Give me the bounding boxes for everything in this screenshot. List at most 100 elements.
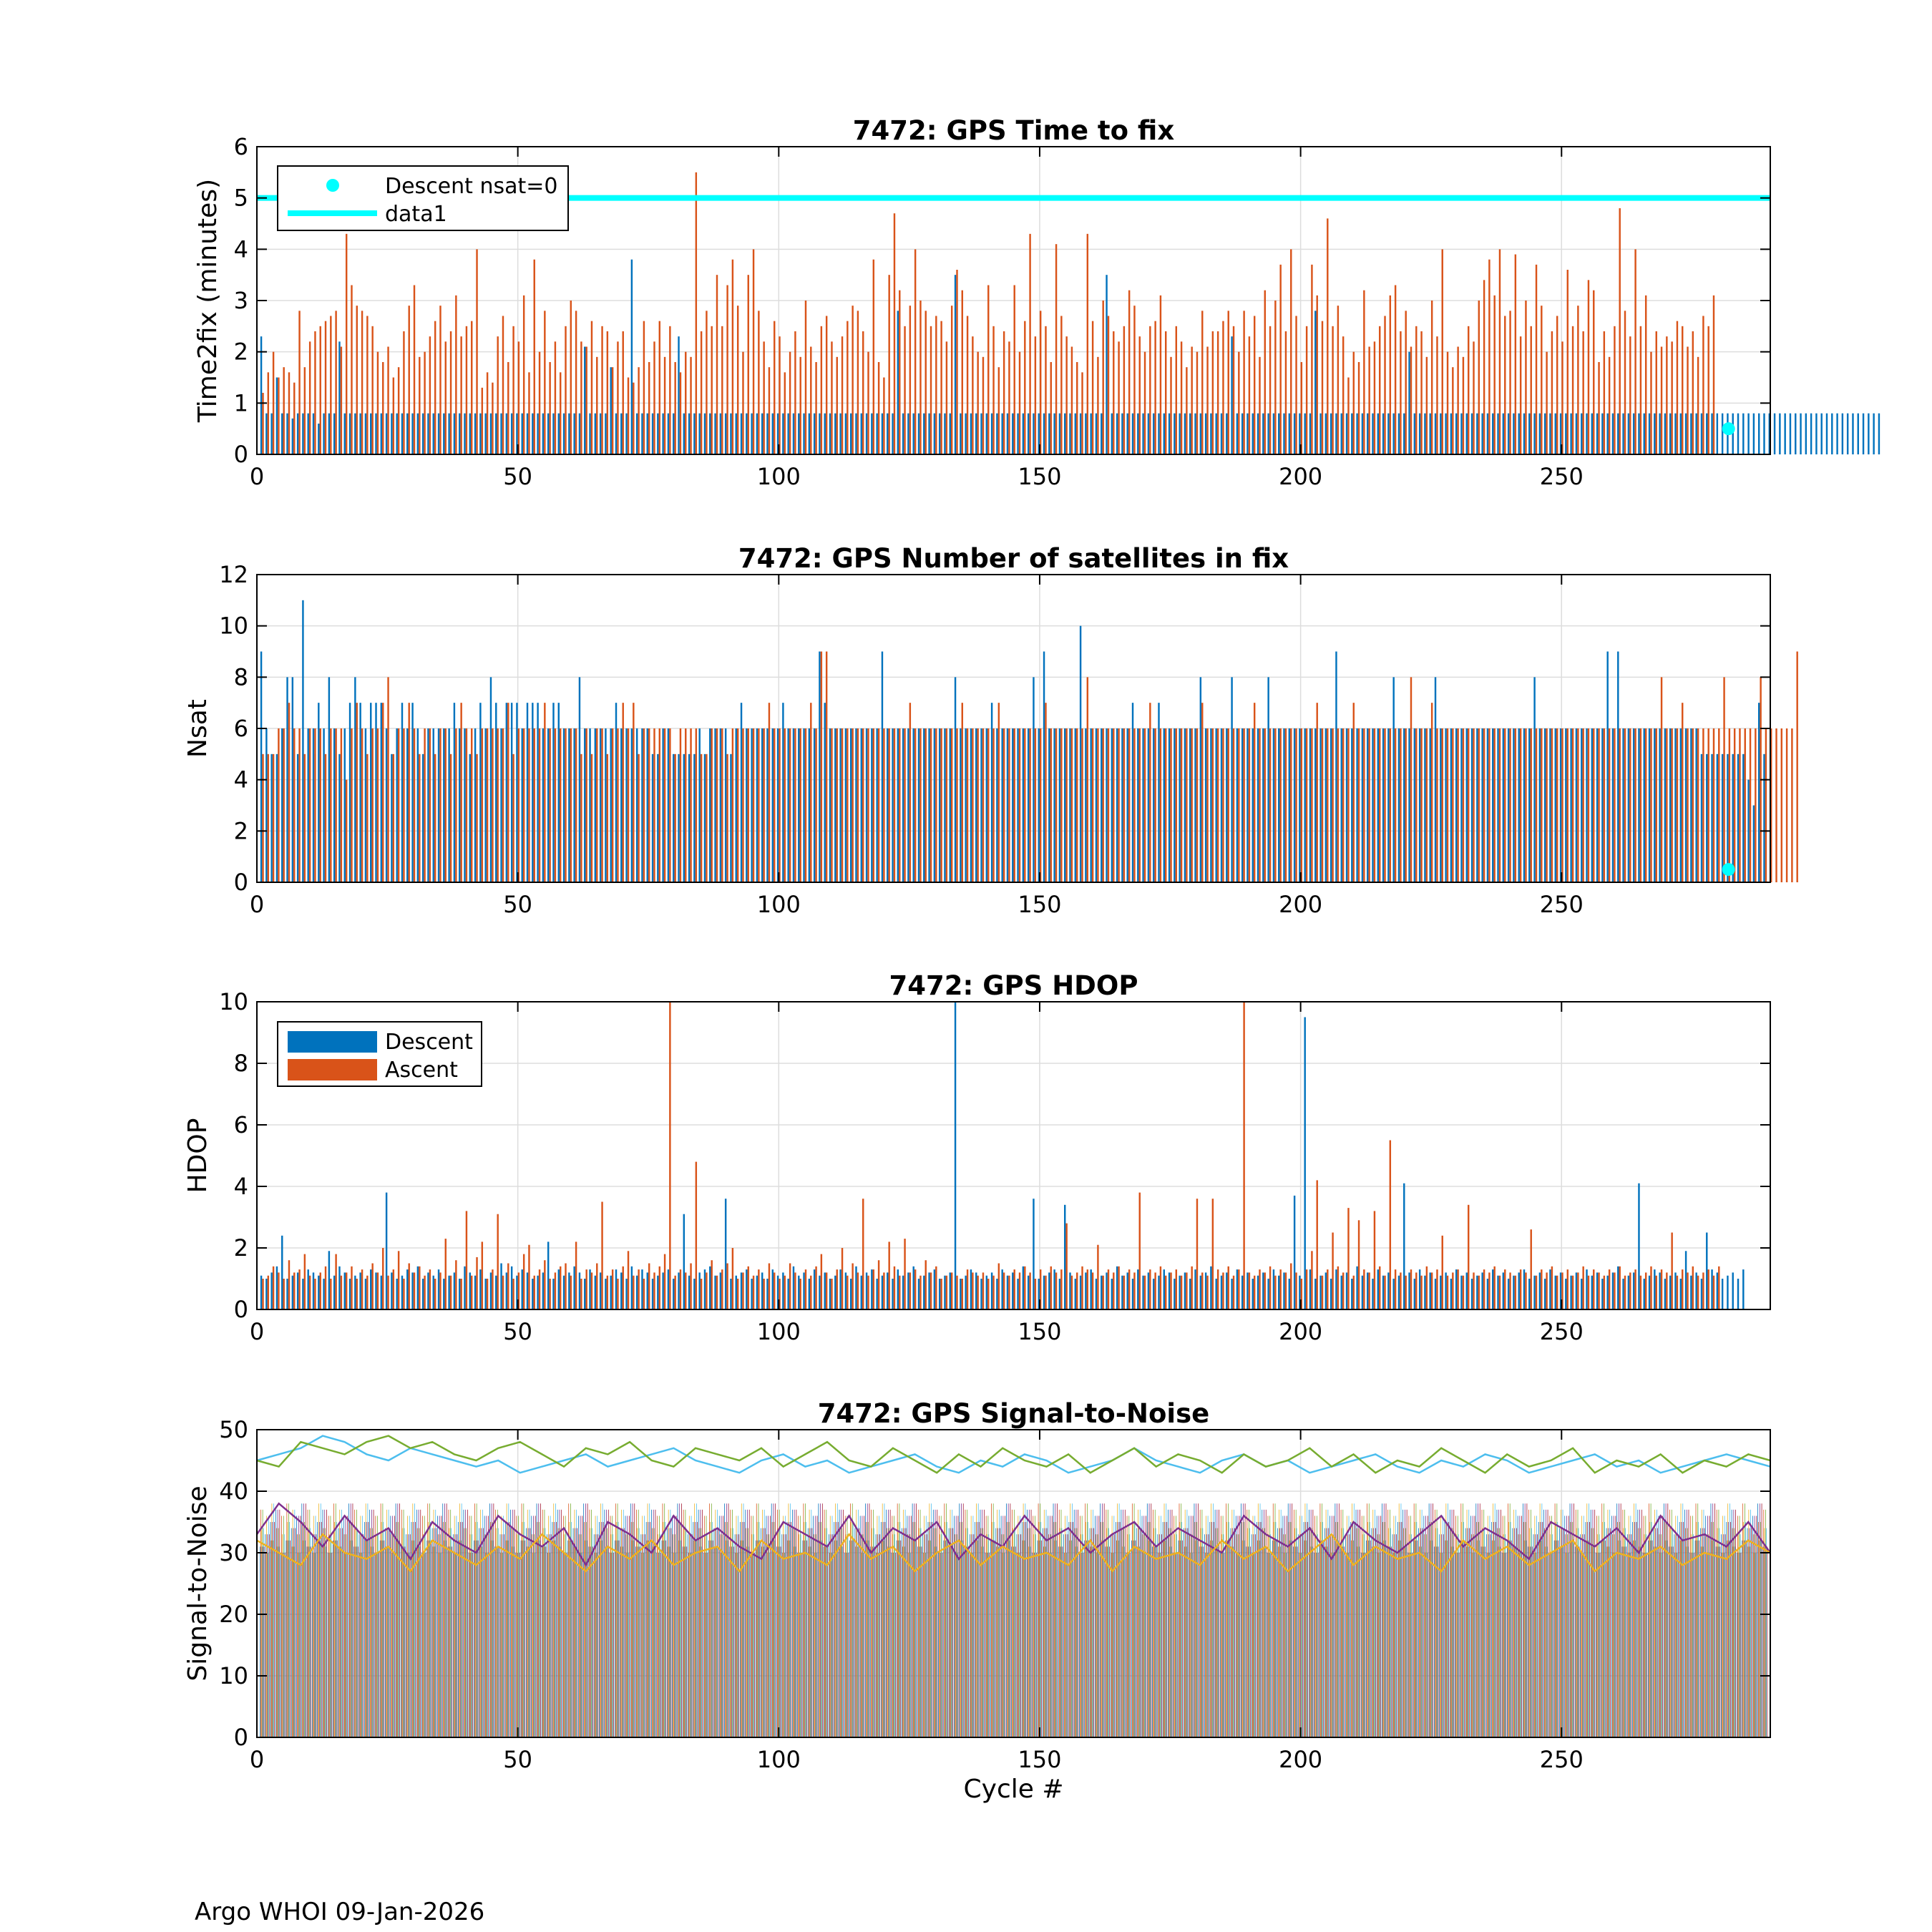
bar [1109,1546,1110,1737]
bar [1248,1546,1249,1737]
bar [1711,1269,1713,1309]
bar [1511,1540,1512,1737]
bar [1514,1528,1515,1737]
bar [560,1266,562,1309]
bar [1238,351,1240,454]
bar [1270,1534,1272,1737]
bar [980,1509,981,1737]
bar [643,321,645,454]
bar [735,413,737,454]
bar [1244,1503,1246,1737]
bar [1508,1540,1510,1737]
bar [849,413,852,454]
bar [1577,728,1579,882]
bar [554,728,557,882]
bar [1319,1540,1320,1737]
bar [935,1528,937,1737]
bar [731,259,734,454]
bar [340,1528,341,1737]
bar [550,1516,551,1737]
bar [444,1239,447,1309]
bar [500,728,502,882]
bar [366,1522,367,1737]
bar [950,728,953,882]
bar [1716,753,1719,882]
bar [919,1275,922,1309]
bar [794,1272,796,1309]
bar [1222,1272,1224,1309]
bar [821,1503,823,1737]
bar [1591,1275,1594,1309]
bar [1297,1546,1298,1737]
bar [497,336,499,454]
bar [484,728,487,882]
bar [396,1522,397,1737]
y-axis-label: HDOP [183,1118,213,1194]
bar [784,728,786,882]
bar [1530,728,1532,882]
bar [421,413,424,454]
bar [1695,413,1697,454]
bar [711,1522,713,1737]
bar [1102,1275,1104,1309]
bar [361,311,364,454]
bar [1065,728,1068,882]
bar [1392,1534,1393,1737]
bar [733,1546,734,1737]
bar [1191,728,1193,882]
bar [560,1546,562,1737]
bar [870,1546,872,1737]
bar [1076,362,1078,454]
bar [267,1275,270,1309]
bar [514,1509,515,1737]
bar [1462,356,1465,454]
bar [1069,413,1071,454]
bar [670,1509,671,1737]
bar [919,728,922,882]
bar [1508,1522,1509,1737]
bar [774,321,776,454]
legend-label: data1 [385,202,447,227]
bar [392,1269,395,1309]
bar [1586,728,1588,882]
bar [1413,1503,1415,1737]
bar [1238,728,1240,882]
bar [471,728,473,882]
bar [1713,1522,1714,1737]
bar [1726,1522,1727,1737]
bar [1418,1528,1419,1737]
bar [1550,1534,1551,1737]
bar [575,1546,577,1737]
bar [1502,413,1505,454]
bar [385,413,388,454]
bar [416,1509,417,1737]
bar [411,1540,413,1737]
bar [445,1522,446,1737]
bar [1259,356,1261,454]
bar [535,1516,536,1737]
bar [434,1546,436,1737]
bar [1648,413,1651,454]
bar [1046,1528,1048,1737]
x-tick-label: 200 [1279,891,1322,918]
bar [1750,1509,1751,1737]
bar [615,1503,616,1737]
bar [1441,728,1443,882]
bar [1239,1516,1241,1737]
bar [1535,728,1538,882]
bar [774,728,776,882]
bar [646,1540,648,1737]
bar [1434,677,1437,882]
bar [706,311,708,454]
bar [293,1528,294,1737]
bar [985,728,988,882]
bar [1143,1275,1146,1309]
bar [526,413,529,454]
bar [511,1528,512,1737]
bar [521,728,523,882]
bar [1035,1553,1037,1737]
bar [1241,728,1244,882]
bar [1603,728,1606,882]
bar [758,1269,760,1309]
bar [783,1516,784,1737]
